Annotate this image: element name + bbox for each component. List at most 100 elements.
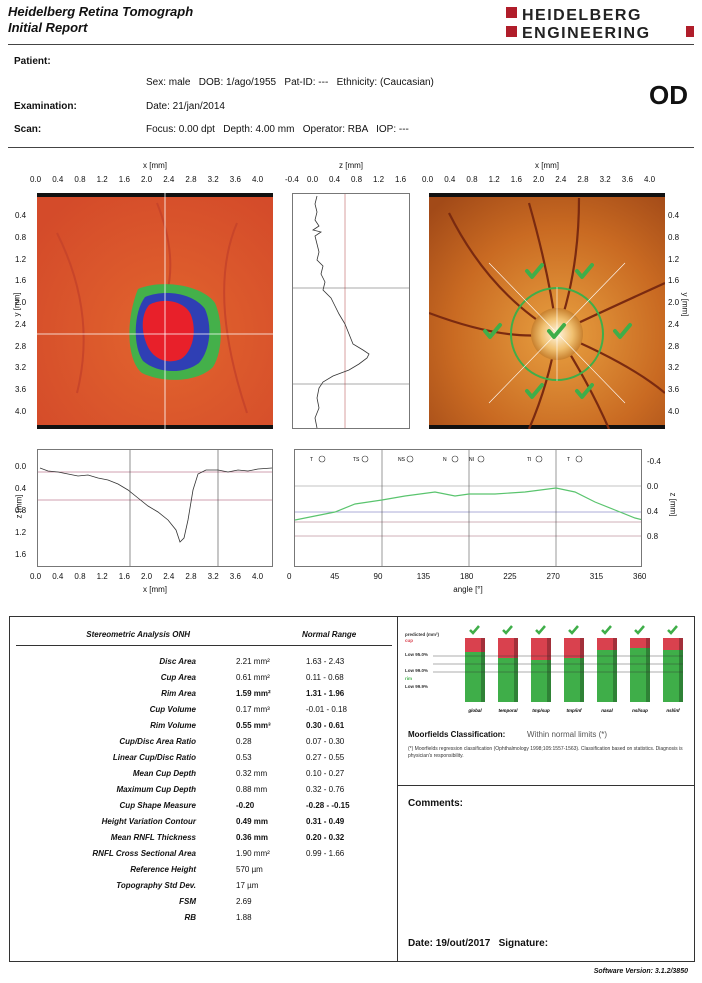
analysis-row-range: 0.32 - 0.76 [306,785,345,794]
analysis-row-label: RB [184,913,196,922]
hprofile-z-tick: 0.0 [15,462,27,471]
sector-clock-icon [575,455,583,463]
profile-z-tick: 1.2 [373,175,385,184]
analysis-row-range: 0.27 - 0.55 [306,753,345,762]
sector-label: T [567,457,570,463]
sector-clock-icon [318,455,326,463]
patient-label: Patient: [14,56,51,67]
analysis-vertical-divider [397,616,398,962]
fundus-x-tick: 3.6 [621,175,633,184]
topo-x-tick: 2.0 [141,175,153,184]
analysis-row-range: -0.01 - 0.18 [306,705,347,714]
contour-z-title: z [mm] [668,492,678,517]
analysis-row-label: Mean RNFL Thickness [110,833,196,842]
topo-y-tick: 4.0 [15,407,27,416]
analysis-row-range: 0.11 - 0.68 [306,673,344,682]
topo-x-tick: 4.0 [252,175,264,184]
hprofile-z-title: z [mm] [14,494,24,519]
topo-x-tick: 2.4 [163,175,175,184]
hprofile-z-tick: 0.4 [15,484,27,493]
fundus-y-tick: 3.6 [668,385,680,395]
fundus-y-title: y [mm] [680,292,690,317]
fundus-x-tick: 2.0 [533,175,545,184]
contour-z-tick: 0.0 [647,482,659,491]
moorfields-legend-item: predicted (mm²) [405,632,440,637]
angle-tick: 360 [633,572,647,581]
analysis-row-label: Height Variation Contour [101,817,196,826]
analysis-row-range: 0.07 - 0.30 [306,737,345,746]
topo-x-tick: 3.2 [207,175,219,184]
moorfields-bar-shade [547,638,551,702]
fundus-x-tick: 0.0 [422,175,434,184]
hprofile-z-tick: 1.6 [15,550,27,559]
analysis-header-label: Stereometric Analysis ONH [86,630,190,639]
analysis-row-range: 1.31 - 1.96 [306,689,345,698]
topography-map [37,193,273,429]
moorfields-cup-bar [498,638,518,658]
analysis-row-value: 0.32 mm [236,769,268,778]
sector-check-icons [483,263,632,399]
hprofile-x-tick: 2.8 [185,572,197,581]
analysis-row-label: Rim Area [161,689,196,698]
hprofile-x-tick: 0.8 [74,572,86,581]
hprofile-z-tick: 0.8 [15,506,27,515]
sector-clock-icon [361,455,369,463]
moorfields-cup-bar [531,638,551,660]
moorfields-legend-item: Low 95.0% [405,652,428,657]
hprofile-x-tick: 0.4 [52,572,64,581]
moorfields-sector-label: tmp/sup [532,708,550,713]
hprofile-x-tick: 4.0 [252,572,264,581]
topo-y-tick: 0.4 [15,211,27,220]
analysis-row-value: 0.28 [236,737,252,746]
fundus-y-tick: 1.6 [668,276,680,286]
moorfields-bar-shade [646,638,650,702]
scan-details: Focus: 0.00 dpt Depth: 4.00 mm Operator:… [146,124,409,135]
topo-y-tick: 1.6 [15,276,27,286]
analysis-row-value: 0.49 mm [236,817,269,826]
moorfields-footnote: (*) Moorfields regression classification… [408,746,683,759]
analysis-row-value: 0.53 [236,753,252,762]
contour-angle-plot: T TS NS N NI TI T [294,449,642,567]
angle-tick: 45 [330,572,340,581]
analysis-row-label: Cup Area [160,673,196,682]
fundus-x-tick: 3.2 [599,175,611,184]
analysis-box [9,616,695,962]
analysis-row-value: 0.61 mm² [236,673,270,682]
fundus-x-tick: 0.8 [466,175,478,184]
analysis-row-label: FSM [179,897,196,906]
moorfields-bar-shade [613,638,617,702]
sector-clock-icon [535,455,543,463]
profile-z-tick: 0.4 [329,175,341,184]
profile-z-tick: 1.6 [395,175,407,184]
fundus-y-tick: 0.8 [668,232,680,242]
moorfields-bar-shade [514,638,518,702]
analysis-row-label: Topography Std Dev. [116,881,196,890]
moorfields-rim-bar [564,658,584,702]
analysis-row-range: 0.31 - 0.49 [306,817,345,826]
analysis-row-range: 0.20 - 0.32 [306,833,345,842]
fundus-image [429,193,665,429]
report-title-line2: Initial Report [8,20,88,35]
contour-z-tick: -0.4 [647,457,661,466]
topo-y-tick: 1.2 [15,254,27,264]
angle-tick: 180 [460,572,474,581]
moorfields-cup-bar [465,638,485,652]
moorfields-bar-chart: predicted (mm²)cup Low 95.0% Low 99.0% rim L… [405,625,683,713]
fundus-y-tick: 2.0 [668,298,680,308]
fundus-y-tick: 2.8 [668,341,680,351]
moorfields-sector-label: tmp/inf [567,708,582,713]
hprofile-x-tick: 0.0 [30,572,42,581]
topo-x-tick: 1.6 [118,175,130,184]
analysis-row-range: 1.63 - 2.43 [306,657,345,666]
eye-indicator: OD [649,80,688,110]
moorfields-rim-bar [465,652,485,702]
analysis-row-label: Reference Height [130,865,196,874]
fundus-y-tick: 1.2 [668,254,680,264]
hprofile-x-tick: 2.4 [163,572,175,581]
analysis-row-label: Maximum Cup Depth [116,785,196,794]
analysis-row-range: 0.30 - 0.61 [306,721,345,730]
analysis-row-range: -0.28 - -0.15 [306,801,350,810]
angle-tick: 135 [416,572,431,581]
analysis-row-value: 0.55 mm³ [236,721,271,730]
fundus-y-tick: 4.0 [668,407,680,416]
